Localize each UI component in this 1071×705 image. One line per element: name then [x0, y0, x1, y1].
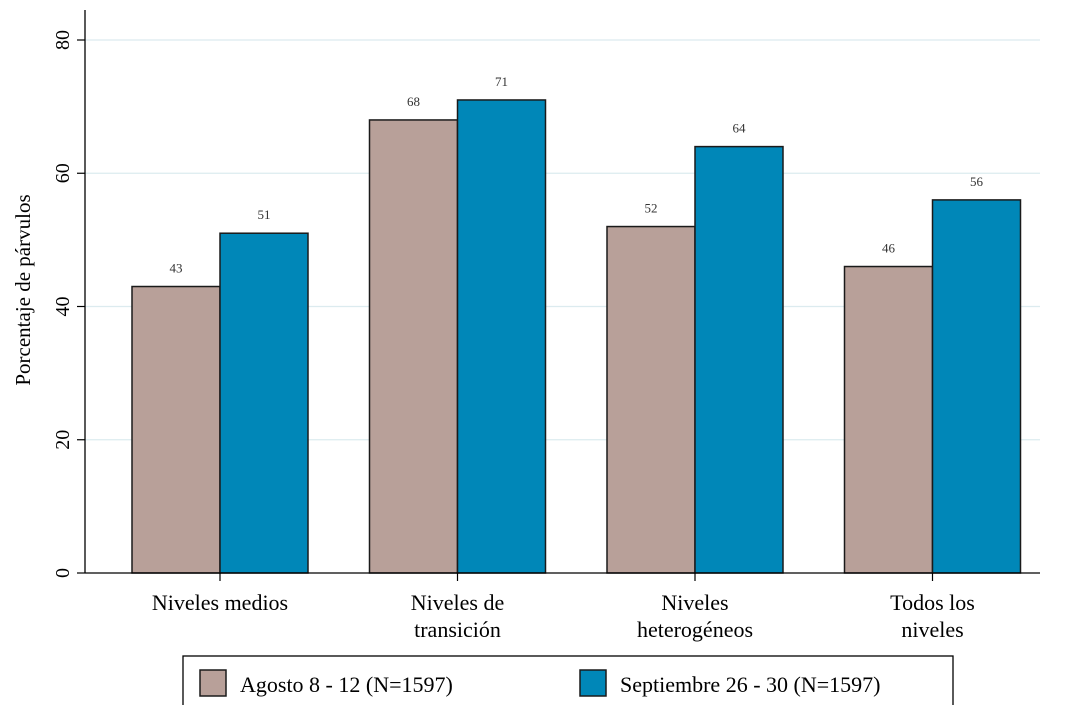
x-tick-label: Niveles medios [152, 590, 288, 615]
legend-swatch [200, 670, 226, 696]
y-tick-label: 60 [52, 163, 74, 183]
data-label: 64 [733, 121, 747, 136]
y-tick-label: 20 [52, 430, 74, 450]
data-label: 68 [407, 94, 420, 109]
y-tick-label: 40 [52, 297, 74, 317]
bar [933, 200, 1021, 573]
bar [607, 227, 695, 573]
y-axis-title: Porcentaje de párvulos [11, 194, 35, 385]
bar [220, 233, 308, 573]
data-label: 52 [645, 201, 658, 216]
legend-entry: Agosto 8 - 12 (N=1597) [240, 672, 453, 697]
y-tick-label: 0 [52, 568, 74, 578]
legend-entry: Septiembre 26 - 30 (N=1597) [620, 672, 880, 697]
data-label: 43 [170, 261, 183, 276]
bar [132, 287, 220, 573]
x-tick-label: Niveles de [411, 590, 504, 615]
bars [132, 100, 1021, 573]
bar [458, 100, 546, 573]
legend: Agosto 8 - 12 (N=1597) Septiembre 26 - 30… [183, 656, 953, 705]
x-tick-label: Todos los [890, 590, 975, 615]
x-tick-label: niveles [901, 617, 963, 642]
data-label: 56 [970, 174, 984, 189]
legend-swatch [580, 670, 606, 696]
y-tick-label: 80 [52, 30, 74, 50]
bar [695, 147, 783, 573]
data-label: 51 [258, 207, 271, 222]
bar [370, 120, 458, 573]
data-label: 46 [882, 241, 896, 256]
x-tick-label: Niveles [661, 590, 728, 615]
x-tick-label: transición [414, 617, 501, 642]
data-label: 71 [495, 74, 508, 89]
bar [845, 267, 933, 573]
x-tick-label: heterogéneos [637, 617, 753, 642]
